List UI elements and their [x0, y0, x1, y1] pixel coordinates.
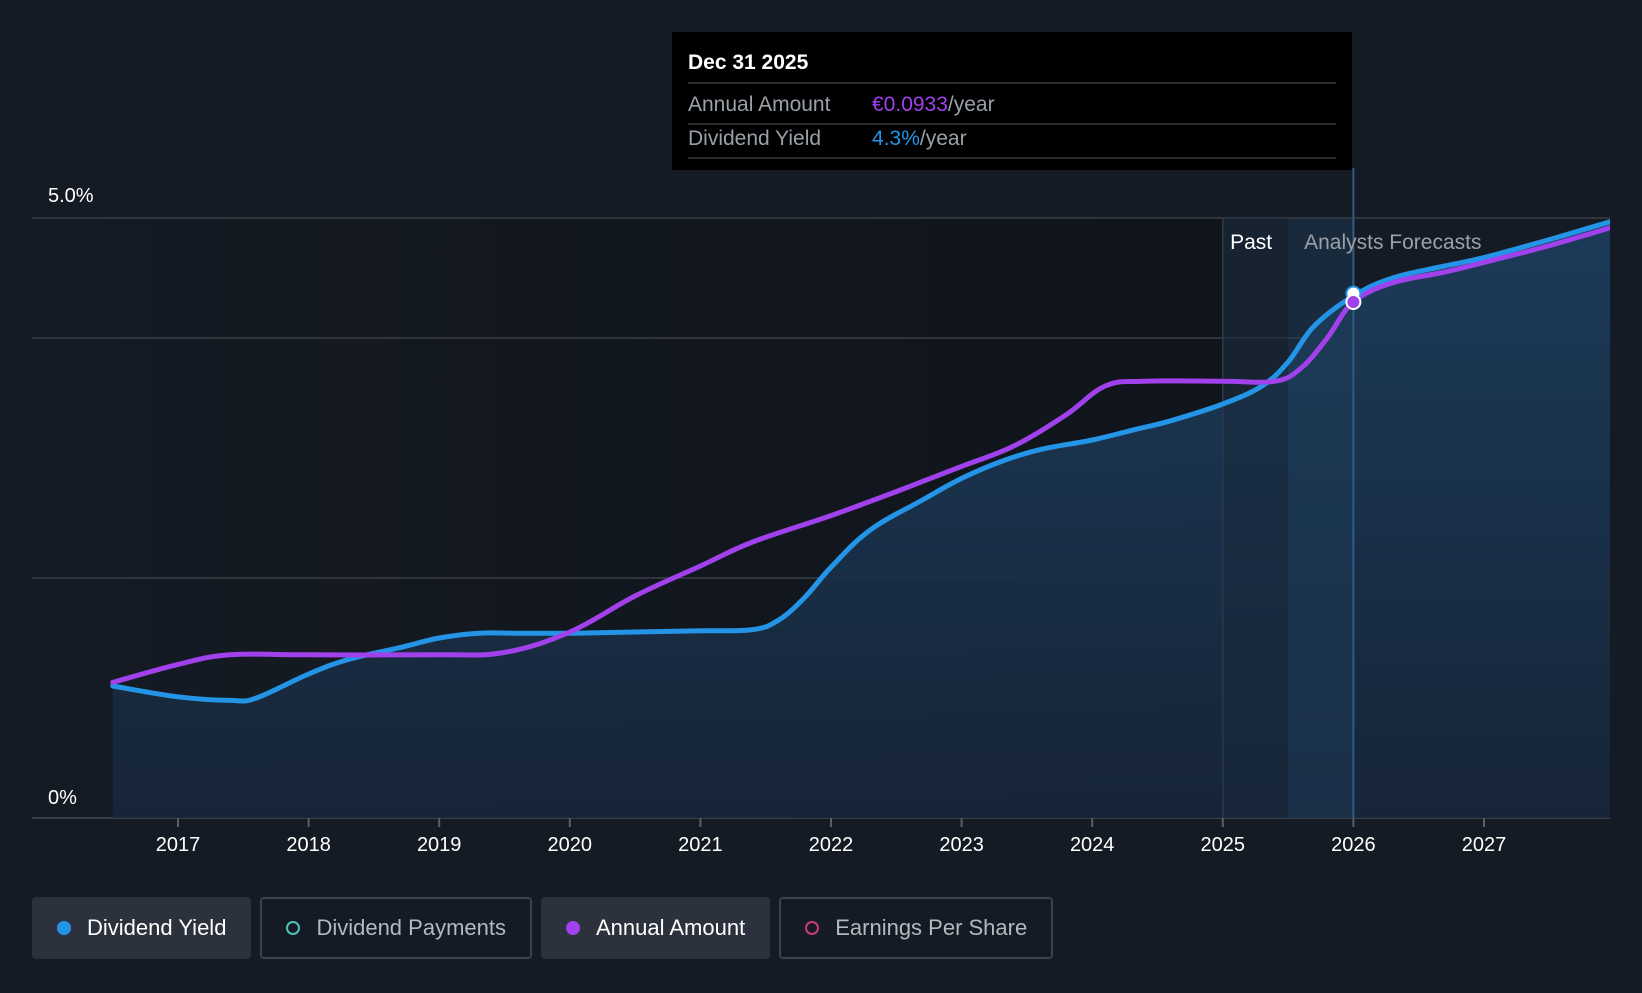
legend-item-dividend-payments[interactable]: Dividend Payments	[260, 897, 532, 959]
dividend-payments-dot-icon	[286, 921, 301, 935]
legend-item-annual-amount[interactable]: Annual Amount	[540, 897, 771, 959]
x-tick-label-2018: 2018	[286, 834, 331, 856]
legend-label: Earnings Per Share	[835, 915, 1028, 940]
legend-item-earnings-per-share[interactable]: Earnings Per Share	[779, 897, 1054, 959]
x-tick-label-2026: 2026	[1331, 834, 1376, 856]
tooltip-row-label-0: Annual Amount	[688, 93, 831, 116]
tooltip-row-value-0: €0.0933/year	[872, 93, 995, 116]
x-tick-label-2020: 2020	[548, 834, 593, 856]
past-highlight-region	[1222, 218, 1289, 818]
x-tick-label-2027: 2027	[1462, 834, 1507, 856]
earnings-per-share-dot-icon	[805, 921, 820, 935]
y-tick-label-1: 0%	[48, 787, 77, 809]
x-tick-label-2019: 2019	[417, 834, 462, 856]
tooltip-value-text: €0.0933	[872, 93, 948, 116]
annual-amount-dot-icon	[565, 921, 580, 935]
legend-label: Dividend Payments	[316, 915, 506, 940]
legend-label: Dividend Yield	[87, 915, 227, 940]
legend-label: Annual Amount	[595, 915, 746, 940]
dividend-yield-dot-icon	[57, 921, 71, 935]
tooltip-unit-text: /year	[948, 93, 995, 116]
x-tick-label-2021: 2021	[678, 834, 723, 856]
tooltip-row-label-1: Dividend Yield	[688, 127, 821, 150]
y-tick-label-0: 5.0%	[48, 185, 94, 207]
x-tick-label-2025: 2025	[1201, 834, 1246, 856]
x-tick-label-2022: 2022	[809, 834, 854, 856]
past-label: Past	[1230, 231, 1272, 254]
annual-amount-marker	[1345, 294, 1362, 310]
tooltip-box	[672, 32, 1352, 170]
legend-item-dividend-yield[interactable]: Dividend Yield	[32, 897, 252, 959]
chart-legend: Dividend Yield Dividend Payments Annual Am…	[32, 897, 1054, 959]
tooltip-date: Dec 31 2025	[688, 51, 809, 74]
tooltip-value-text: 4.3%	[872, 127, 920, 150]
tooltip-row-value-1: 4.3%/year	[872, 127, 967, 150]
series-line-dividend-yield	[110, 219, 1610, 704]
x-tick-label-2023: 2023	[939, 834, 984, 856]
forecast-label: Analysts Forecasts	[1304, 231, 1481, 254]
forecast-highlight-region	[1288, 218, 1354, 818]
x-tick-label-2017: 2017	[156, 834, 201, 856]
tooltip-unit-text: /year	[920, 127, 967, 150]
series-line-annual-amount	[110, 225, 1610, 685]
x-tick-label-2024: 2024	[1070, 834, 1115, 856]
